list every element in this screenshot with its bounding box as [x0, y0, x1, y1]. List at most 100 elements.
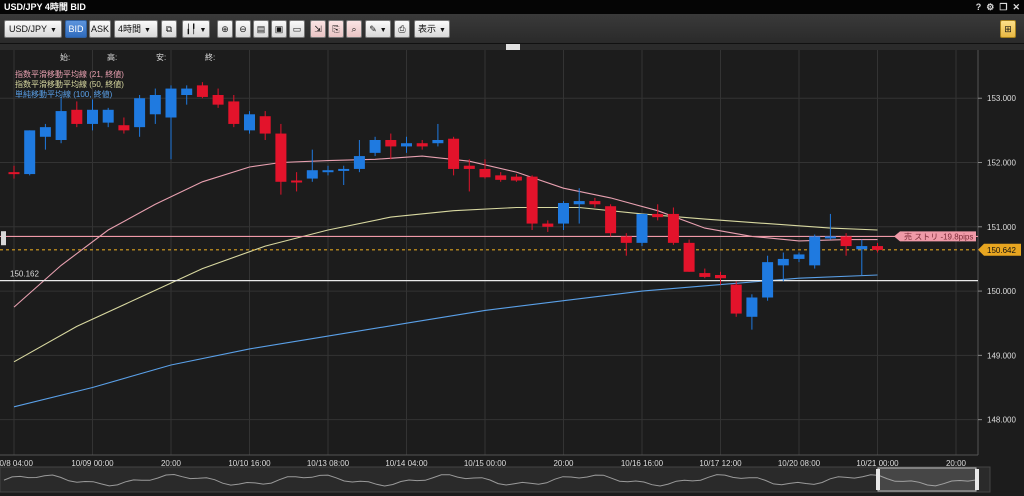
- overview-window: [877, 467, 977, 492]
- legend-ema21[interactable]: 指数平滑移動平均線 (21, 終値): [15, 70, 124, 79]
- candle-body: [589, 201, 601, 205]
- candle-body: [8, 172, 20, 175]
- left-scroll-handle: [1, 231, 6, 246]
- fit-window-icon[interactable]: ▤: [253, 20, 269, 38]
- zoom-out-icon[interactable]: ⊖: [235, 20, 251, 38]
- candle-body: [118, 125, 130, 131]
- high-label: 高:: [107, 53, 118, 62]
- low-line-label: 150.162: [10, 270, 39, 279]
- close-label: 終:: [205, 53, 216, 62]
- candle-body: [730, 284, 742, 314]
- position-tag-label: 売 ストリ -19.8pips: [904, 231, 973, 241]
- candle-body: [212, 95, 224, 105]
- display-menu[interactable]: 表示 ▼: [414, 20, 450, 38]
- x-tick-label: 20:00: [161, 459, 182, 468]
- candle-body: [338, 168, 350, 171]
- candle-body: [291, 180, 303, 183]
- y-tick-label: 151.000: [987, 223, 1016, 232]
- legend-ema50[interactable]: 指数平滑移動平均線 (50, 終値): [15, 80, 124, 89]
- candle-body: [401, 143, 412, 147]
- y-tick-label: 149.000: [987, 351, 1016, 360]
- collapse-handle: [506, 44, 520, 50]
- candle-body: [165, 88, 177, 118]
- order-list-icon[interactable]: ⎘: [328, 20, 344, 38]
- candle-body: [793, 254, 805, 259]
- y-tick-label: 148.000: [987, 416, 1016, 425]
- y-tick-label: 152.000: [987, 159, 1016, 168]
- candle-body: [275, 133, 287, 182]
- chart-type-icon[interactable]: ╽╿ ▼: [182, 20, 210, 38]
- candle-body: [463, 165, 475, 169]
- x-tick-label: 10/10 16:00: [228, 459, 271, 468]
- draw-tool-icon[interactable]: ✎ ▼: [365, 20, 391, 38]
- candle-body: [228, 101, 240, 124]
- candle-body: [777, 258, 789, 266]
- candle-body: [495, 175, 507, 180]
- candle-body: [24, 130, 36, 175]
- x-tick-label: 10/20 08:00: [778, 459, 821, 468]
- y-tick-label: 153.000: [987, 94, 1016, 103]
- scroll-window-icon[interactable]: ▣: [271, 20, 287, 38]
- candle-body: [134, 98, 146, 128]
- open-label: 始:: [60, 53, 71, 62]
- screenshot-icon[interactable]: ⎙: [394, 20, 410, 38]
- candle-body: [87, 109, 98, 124]
- zoom-in-icon[interactable]: ⊕: [217, 20, 233, 38]
- ask-button[interactable]: ASK: [89, 20, 111, 38]
- candle-body: [102, 109, 114, 123]
- candle-body: [840, 236, 852, 247]
- ma-line-ema50: [13, 206, 878, 363]
- legend-sma100[interactable]: 単純移動平均線 (100, 終値): [15, 90, 113, 99]
- candle-body: [746, 297, 758, 317]
- candle-body: [636, 213, 648, 243]
- close-icon[interactable]: ✕: [1012, 2, 1020, 12]
- symbol-select[interactable]: USD/JPY ▼: [4, 20, 62, 38]
- layout-icon[interactable]: ⊞: [1000, 20, 1016, 38]
- candles: [8, 82, 883, 330]
- candle-body: [715, 275, 726, 279]
- candle-body: [620, 236, 632, 243]
- candle-body: [149, 95, 161, 115]
- chevron-down-icon: ▼: [144, 27, 151, 34]
- x-tick-label: 10/14 04:00: [385, 459, 428, 468]
- candle-body: [306, 170, 318, 179]
- x-tick-label: 20:00: [553, 459, 574, 468]
- candle-body: [71, 109, 83, 124]
- x-tick-label: 10/15 00:00: [464, 459, 507, 468]
- copy-icon[interactable]: ⧉: [161, 20, 177, 38]
- order-line-icon[interactable]: ⇲: [310, 20, 326, 38]
- candle-body: [510, 176, 522, 181]
- window-title-bar: USD/JPY 4時間 BID ? ⚙ ❐ ✕: [0, 0, 1024, 14]
- ma-line-sma100: [13, 274, 878, 408]
- current-price-label: 150.642: [987, 246, 1016, 255]
- candle-body: [872, 246, 883, 250]
- bid-button[interactable]: BID: [65, 20, 87, 38]
- candle-body: [573, 201, 585, 205]
- help-icon[interactable]: ?: [975, 2, 982, 12]
- candle-body: [432, 140, 444, 144]
- candle-body: [181, 88, 193, 95]
- candle-body: [322, 170, 334, 173]
- scroll-end-icon[interactable]: ▭: [289, 20, 305, 38]
- candle-body: [416, 143, 428, 147]
- candle-body: [762, 262, 774, 298]
- restore-icon[interactable]: ❐: [999, 2, 1008, 12]
- candle-body: [39, 127, 51, 137]
- candle-body: [479, 168, 491, 178]
- y-tick-label: 150.000: [987, 287, 1016, 296]
- ma-line-ema21: [13, 155, 878, 308]
- order-tag-icon[interactable]: ⌕: [346, 20, 362, 38]
- candle-body: [809, 236, 821, 266]
- overview-handle-right: [975, 469, 979, 490]
- x-tick-label: 10/09 00:00: [71, 459, 114, 468]
- candle-body: [542, 223, 554, 227]
- display-label: 表示: [418, 24, 437, 34]
- current-price-tag: [978, 243, 1021, 256]
- gear-icon[interactable]: ⚙: [986, 2, 995, 12]
- candle-body: [196, 85, 208, 97]
- candle-body: [558, 203, 569, 224]
- indicator-legend: 指数平滑移動平均線 (21, 終値) 指数平滑移動平均線 (50, 終値) 単純…: [15, 70, 124, 100]
- timeframe-select[interactable]: 4時間 ▼: [114, 20, 158, 38]
- price-chart[interactable]: 148.000 149.000 150.000 151.000 152.000 153.0…: [0, 44, 1024, 496]
- overview-handle-left: [876, 469, 880, 490]
